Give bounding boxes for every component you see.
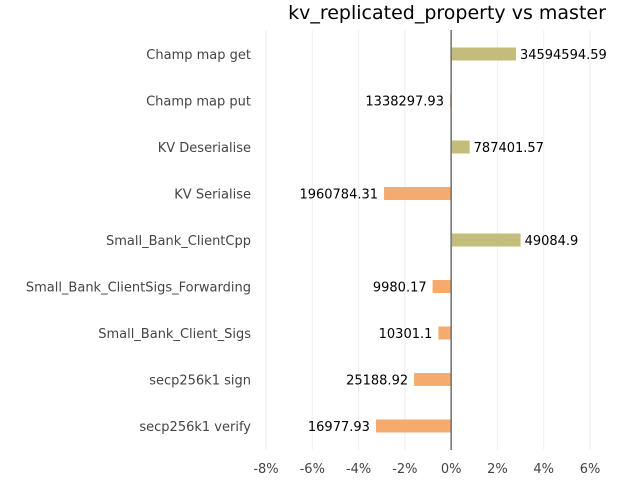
- bar: [432, 280, 452, 293]
- x-tick-label: 6%: [580, 462, 601, 477]
- category-label: Small_Bank_ClientSigs_Forwarding: [26, 281, 251, 296]
- data-label: 16977.93: [308, 420, 370, 435]
- category-label: Small_Bank_ClientCpp: [106, 234, 251, 249]
- x-tick-label: -6%: [300, 462, 325, 477]
- data-label: 10301.1: [379, 327, 433, 342]
- data-label: 9980.17: [373, 281, 427, 296]
- bar: [438, 326, 452, 340]
- bar: [384, 187, 452, 200]
- x-tick-label: 4%: [533, 462, 554, 477]
- data-labels: 34594594.59 1338297.93 787401.57 1960784.31…: [299, 48, 606, 435]
- category-label: KV Serialise: [174, 188, 251, 203]
- category-label: Small_Bank_Client_Sigs: [98, 327, 251, 342]
- x-tick-label: 2%: [487, 462, 508, 477]
- data-label: 49084.9: [525, 234, 579, 249]
- category-labels: Champ map get Champ map put KV Deserialise…: [26, 48, 251, 435]
- bar: [414, 373, 452, 386]
- category-label: KV Deserialise: [158, 141, 251, 156]
- category-label: Champ map put: [146, 95, 251, 110]
- bar: [451, 47, 516, 61]
- data-label: 1338297.93: [365, 95, 444, 110]
- category-label: Champ map get: [146, 48, 251, 63]
- bar: [451, 140, 470, 154]
- x-tick-label: -4%: [346, 462, 371, 477]
- category-label: secp256k1 sign: [149, 374, 251, 389]
- bar: [451, 233, 521, 247]
- chart-title: kv_replicated_property vs master: [288, 2, 606, 24]
- data-label: 25188.92: [346, 374, 408, 389]
- data-label: 1960784.31: [299, 188, 378, 203]
- bars: [375, 47, 521, 433]
- data-label: 787401.57: [474, 141, 544, 156]
- x-tick-labels: -8% -6% -4% -2% 0% 2% 4% 6%: [253, 462, 600, 477]
- x-tick-label: -8%: [253, 462, 278, 477]
- category-label: secp256k1 verify: [139, 420, 251, 435]
- x-tick-label: 0%: [441, 462, 462, 477]
- data-label: 34594594.59: [520, 48, 607, 63]
- x-tick-label: -2%: [392, 462, 417, 477]
- bar: [375, 419, 452, 433]
